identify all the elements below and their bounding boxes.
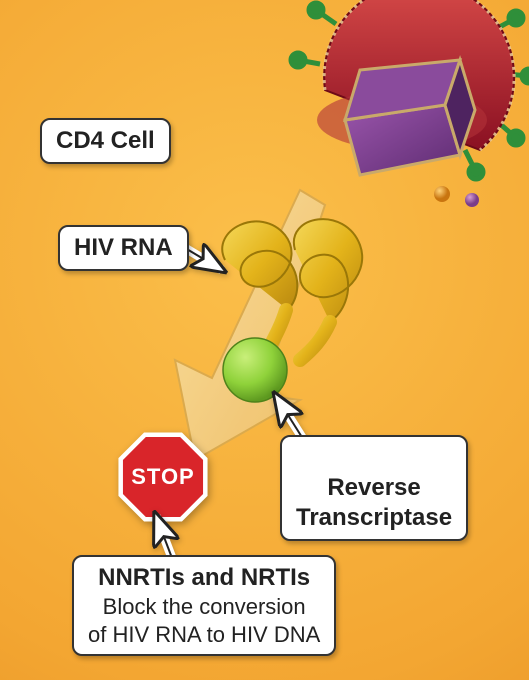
hiv-rna-label-text: HIV RNA: [74, 234, 173, 261]
reverse-transcriptase-label-text: Reverse Transcriptase: [296, 474, 452, 531]
hiv-rna-label: HIV RNA: [58, 225, 189, 271]
nnrti-label: NNRTIs and NRTIs Block the conversion of…: [72, 555, 336, 656]
nnrti-title-text: NNRTIs and NRTIs: [88, 563, 320, 593]
diagram-stage: STOP CD4 Cell HIV RNA Reverse Transcript…: [0, 0, 529, 680]
cd4-cell-label: CD4 Cell: [40, 118, 171, 164]
reverse-transcriptase-label: Reverse Transcriptase: [280, 435, 468, 541]
nnrti-body-text: Block the conversion of HIV RNA to HIV D…: [88, 593, 320, 648]
cd4-cell-label-text: CD4 Cell: [56, 127, 155, 154]
